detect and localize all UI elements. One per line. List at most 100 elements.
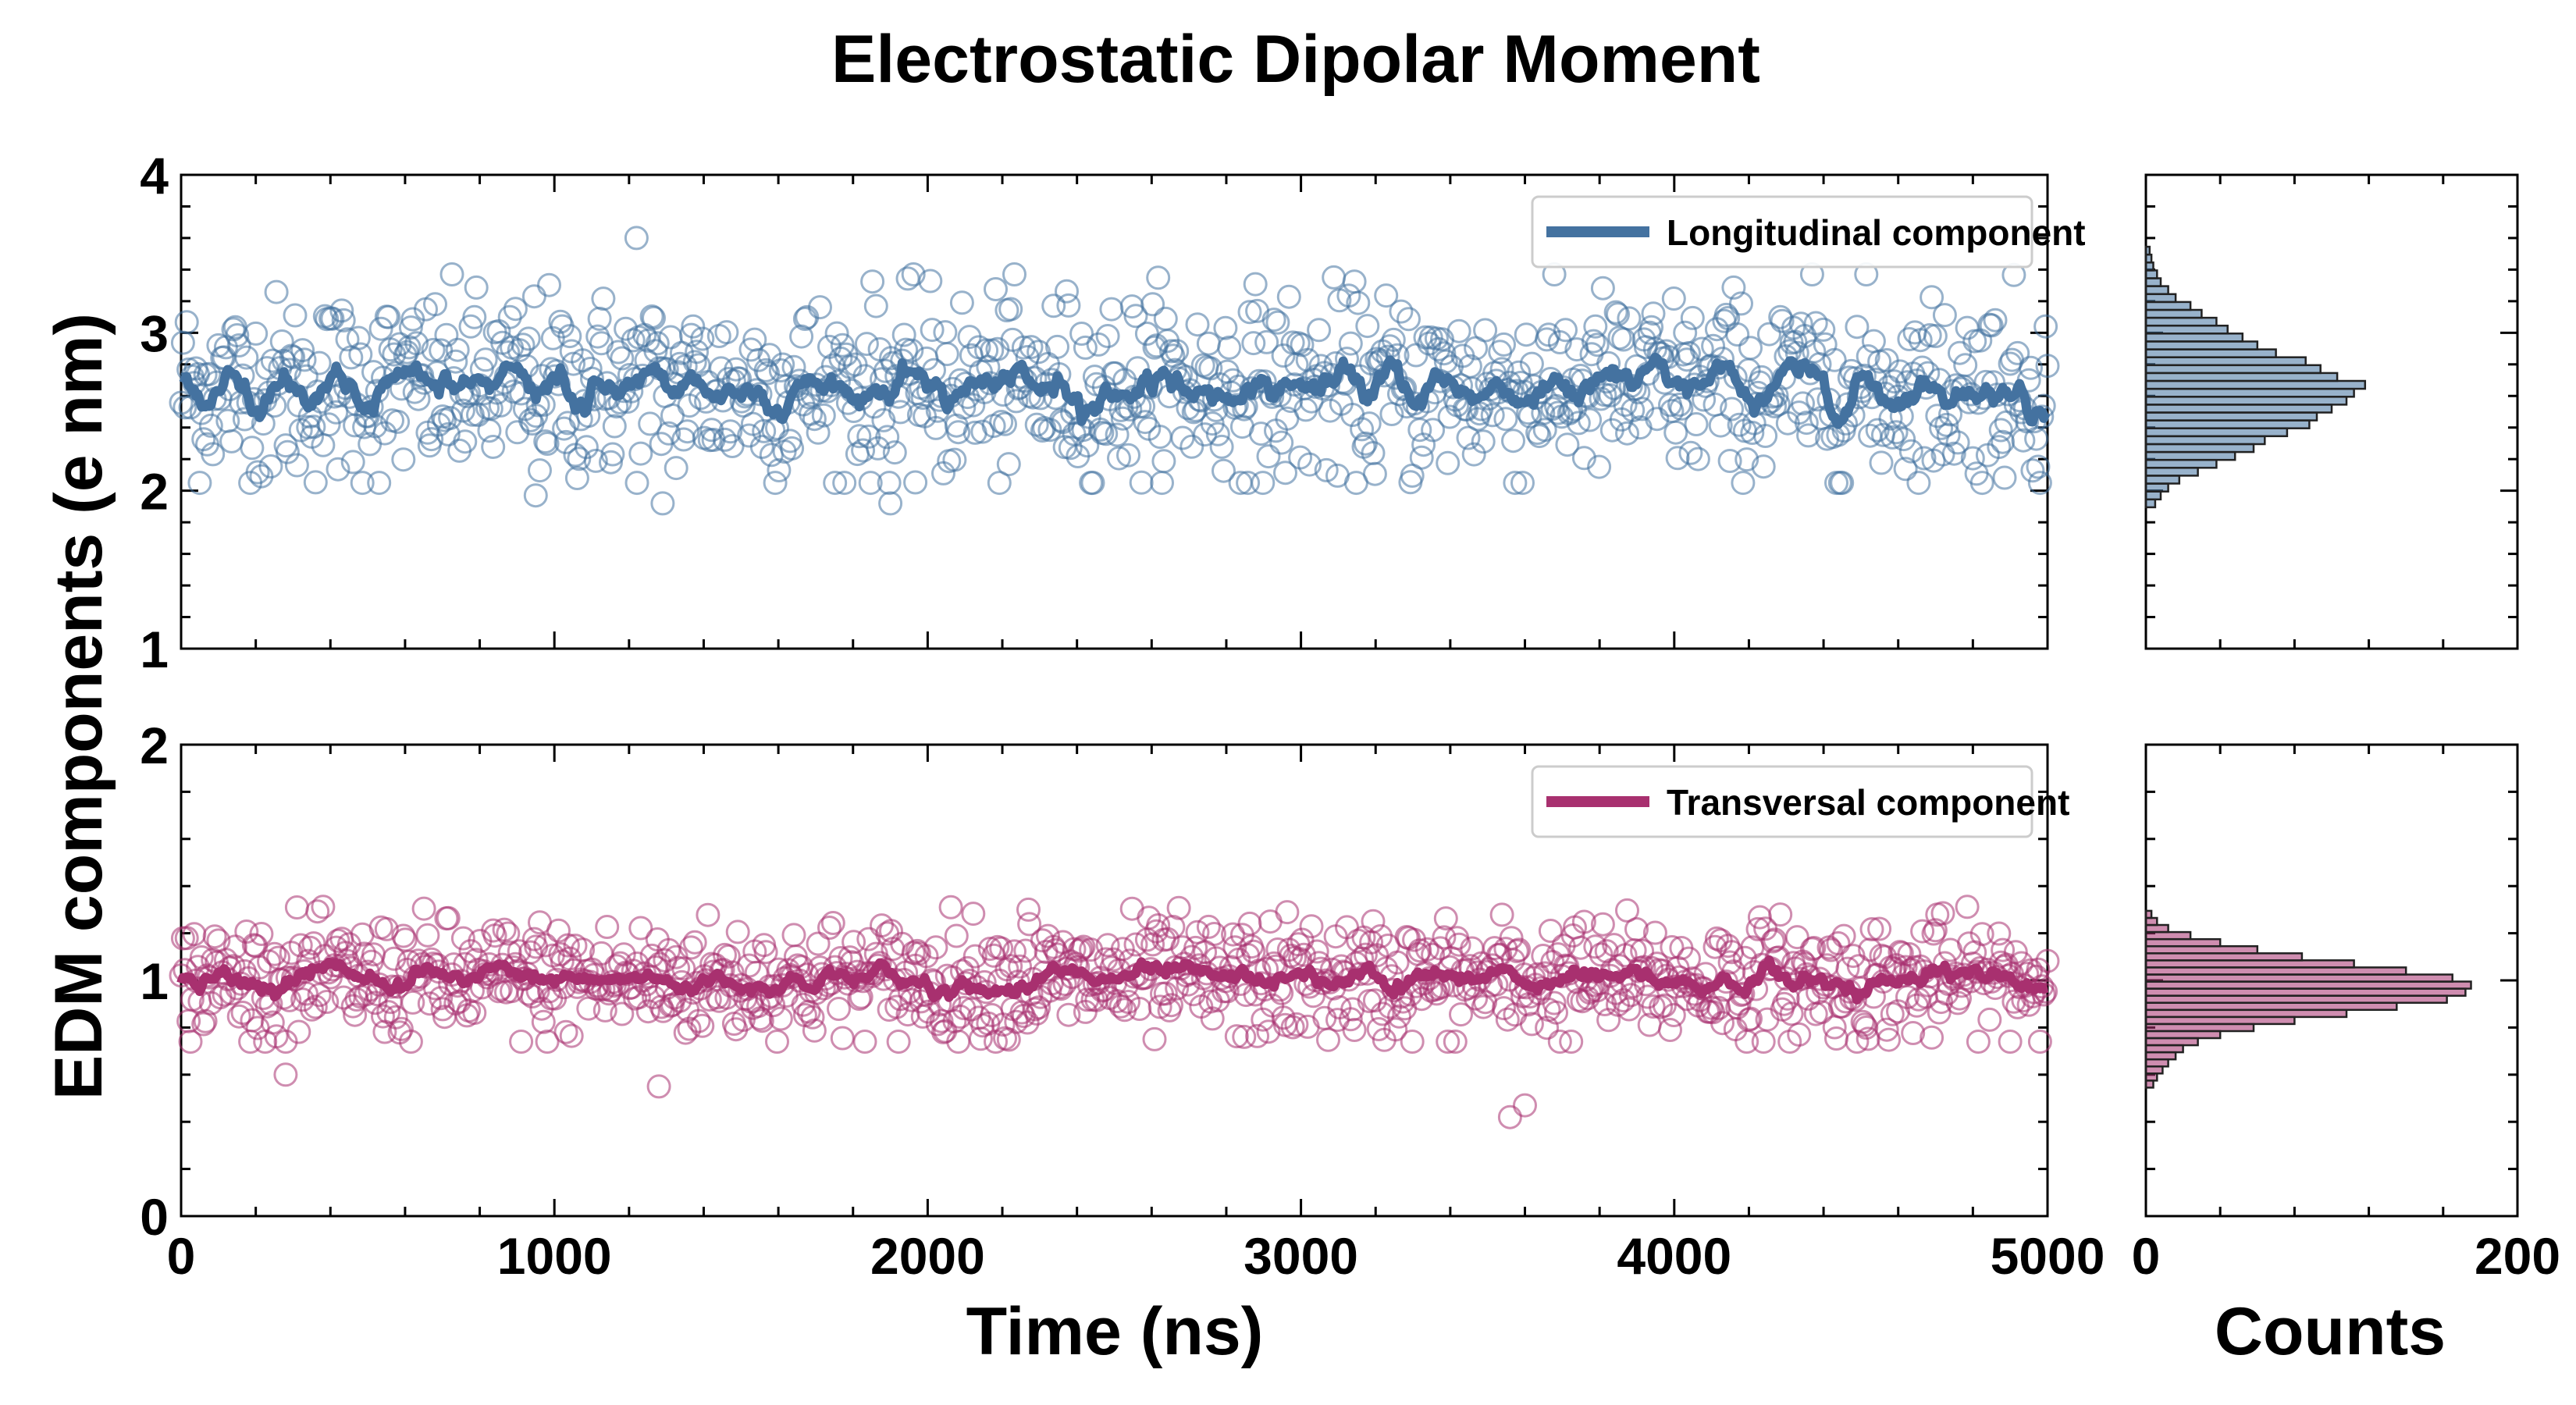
bottom-scatter-point [1067,938,1092,963]
top-scatter-point [1350,417,1375,442]
bottom-scatter-point [1280,1015,1305,1040]
bottom-scatter-point [725,919,750,944]
bottom-scatter-points [169,895,2060,1129]
top-scatter-point [1002,262,1026,286]
bottom-scatter-point [1710,1011,1735,1036]
top-scatter-point [567,446,592,471]
top-scatter-point [443,349,468,374]
bottom-scatter-point [300,997,324,1022]
bottom-scatter-point [1495,1007,1520,1032]
bottom-hist-bar [2144,909,2153,919]
bottom-scatter-point [1110,937,1135,962]
top-scatter-point [847,424,872,449]
top-scatter-point [1307,318,1332,343]
top-scatter-point [903,470,928,495]
top-scatter-point [1532,418,1557,443]
top-scatter-point [806,420,831,445]
bottom-scatter-point [389,1016,414,1041]
bottom-scatter-point [1966,1030,1991,1054]
top-scatter-point [1107,446,1131,471]
top-scatter-point [1925,404,1950,429]
bottom-scatter-point [1858,937,1883,962]
bottom-scatter-point [286,1019,311,1044]
top-scatter-point [1389,299,1414,324]
top-scatter-point [1297,452,1322,477]
bottom-scatter-point [1338,1007,1363,1032]
top-scatter-point [1581,329,1606,354]
top-scatter-point [1906,471,1931,496]
top-scatter-point [1493,407,1518,432]
top-scatter-point [678,322,703,347]
top-hist-bar [2144,427,2289,438]
bottom-hist-bar [2144,994,2448,1004]
top-hist-bar [2144,285,2169,295]
top-scatter-point [1753,424,1778,448]
top-hist-bar [2144,261,2154,272]
top-scatter-point [828,346,853,371]
top-hist-bar [2144,316,2218,327]
top-hist-bar [2144,245,2151,256]
top-scatter-point [1041,293,1066,318]
top-hist-bar [2144,404,2333,414]
bottom-scatter-point [1920,1025,1944,1050]
bottom-scatter-point [1383,1017,1408,1042]
bottom-scatter-point [1731,981,1756,1006]
bottom-scatter-point [1895,984,1920,1009]
top-scatter-point [391,447,416,472]
bottom-scatter-point [1716,934,1741,959]
top-scatter-point [1791,391,1815,416]
top-scatter-point [1362,461,1387,486]
top-scatter-point [1735,447,1759,472]
top-scatter-point [1407,418,1432,443]
bottom-scatter-point [1436,1030,1461,1054]
top-hist-bar [2144,356,2307,367]
top-scatter-point [1446,318,1471,343]
top-scatter-point [780,436,805,461]
bottom-scatter-point [559,1023,584,1048]
bottom-scatter-point [1414,937,1439,962]
top-scatter-point [1236,471,1261,496]
top-hist-bar [2144,387,2355,398]
bottom-scatter-point [1998,1030,2023,1054]
top-hist-bar [2144,308,2203,319]
bottom-hist-bar [2144,1051,2177,1061]
bottom-scatter-point [1547,1030,1572,1054]
bottom-hist-bar [2144,930,2192,941]
bottom-scatter-point [800,1005,825,1030]
bottom-scatter-point [1361,909,1386,934]
top-scatter-point [656,421,681,446]
bottom-scatter-point [1196,914,1221,939]
bottom-scatter-point [1387,1004,1411,1029]
top-scatter-point [1987,435,2012,460]
bottom-scatter-point [1784,925,1809,950]
bottom-scatter-point [1787,1022,1812,1047]
bottom-scatter-point [1002,939,1026,964]
top-hist-bar [2144,435,2266,446]
bottom-scatter-point [1224,1024,1249,1049]
top-scatter-point [1740,421,1765,445]
top-y-tick-label: 1 [140,621,169,678]
top-hist-bar [2144,482,2169,493]
bottom-scatter-point [1202,922,1226,946]
bottom-hist-bar [2144,916,2158,927]
top-scatter-point [1095,324,1120,348]
top-scatter-point [1884,420,1909,445]
top-scatter-point [1988,418,2013,443]
top-legend-label: Longitudinal component [1667,212,2086,253]
bottom-scatter-point [2001,989,2026,1014]
top-scatter-point [367,471,392,496]
bottom-scatter-point [867,951,892,976]
top-scatter-point [1822,347,1847,372]
bottom-y-tick-label: 0 [140,1188,169,1246]
x-tick-label: 1000 [497,1227,612,1285]
top-scatter-point [1845,315,1870,340]
bottom-scatter-point [178,1030,203,1054]
top-scatter-point [419,427,444,452]
top-scatter-point [1945,430,1970,455]
top-scatter-point [1153,306,1178,331]
bottom-hist-bar [2144,1001,2398,1012]
top-scatter-point [1587,454,1612,479]
top-scatter-point [505,420,530,445]
top-scatter-point [1615,421,1639,446]
